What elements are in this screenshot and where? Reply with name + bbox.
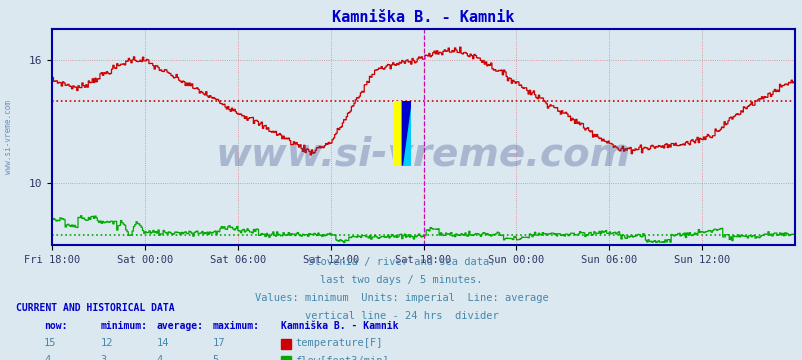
Text: 4: 4 [156, 355, 163, 360]
Text: www.si-vreme.com: www.si-vreme.com [3, 100, 13, 174]
Text: CURRENT AND HISTORICAL DATA: CURRENT AND HISTORICAL DATA [16, 303, 175, 314]
Text: now:: now: [44, 321, 67, 331]
Text: 5: 5 [213, 355, 219, 360]
Text: 3: 3 [100, 355, 107, 360]
Text: 15: 15 [44, 338, 57, 348]
Text: Kamniška B. - Kamnik: Kamniška B. - Kamnik [281, 321, 398, 331]
Text: 17: 17 [213, 338, 225, 348]
Text: vertical line - 24 hrs  divider: vertical line - 24 hrs divider [304, 311, 498, 321]
Text: flow[foot3/min]: flow[foot3/min] [295, 355, 389, 360]
Text: minimum:: minimum: [100, 321, 148, 331]
Text: 14: 14 [156, 338, 169, 348]
Text: 4: 4 [44, 355, 51, 360]
Text: Values: minimum  Units: imperial  Line: average: Values: minimum Units: imperial Line: av… [254, 293, 548, 303]
Text: www.si-vreme.com: www.si-vreme.com [216, 135, 630, 173]
Polygon shape [402, 101, 411, 166]
Polygon shape [393, 101, 402, 166]
Polygon shape [402, 101, 411, 166]
Text: Slovenia / river and sea data.: Slovenia / river and sea data. [307, 257, 495, 267]
Text: average:: average: [156, 321, 204, 331]
Title: Kamniška B. - Kamnik: Kamniška B. - Kamnik [332, 10, 514, 25]
Text: maximum:: maximum: [213, 321, 260, 331]
Text: last two days / 5 minutes.: last two days / 5 minutes. [320, 275, 482, 285]
Text: 12: 12 [100, 338, 113, 348]
Text: temperature[F]: temperature[F] [295, 338, 383, 348]
